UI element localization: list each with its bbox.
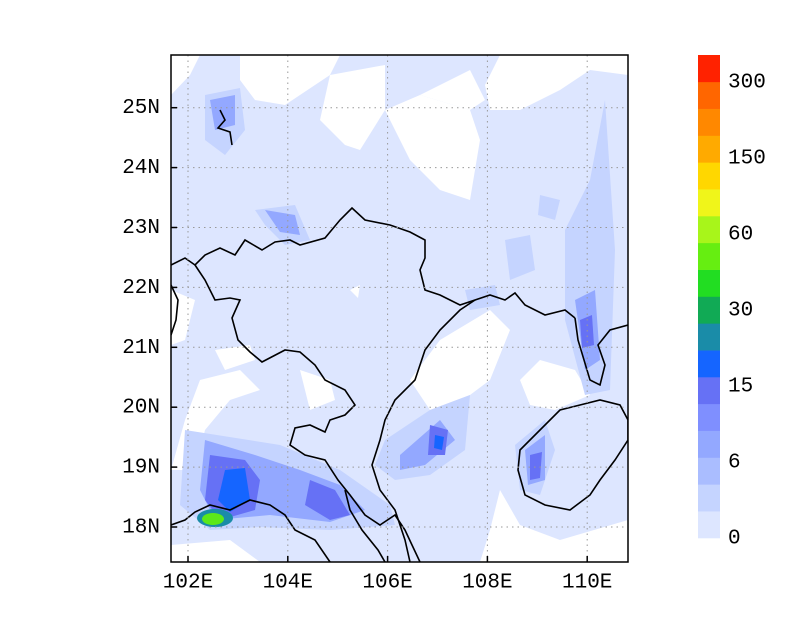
- colorbar-swatch: [698, 55, 720, 83]
- colorbar-label: 150: [728, 148, 766, 171]
- colorbar-swatch: [698, 377, 720, 405]
- y-tick-label: 18N: [122, 517, 160, 540]
- map-frame: [170, 54, 629, 563]
- colorbar-swatch: [698, 135, 720, 163]
- colorbar-label: 30: [728, 300, 753, 323]
- colorbar-swatch: [698, 511, 720, 539]
- x-tick-label: 108E: [462, 572, 512, 595]
- colorbar-swatch: [698, 269, 720, 297]
- colorbar-label: 15: [728, 376, 753, 399]
- colorbar-label: 6: [728, 452, 741, 475]
- x-tick-label: 110E: [562, 572, 612, 595]
- colorbar-swatch: [698, 189, 720, 217]
- colorbar-label: 300: [728, 72, 766, 95]
- y-tick-label: 25N: [122, 97, 160, 120]
- x-tick-label: 104E: [263, 572, 313, 595]
- y-tick-label: 21N: [122, 337, 160, 360]
- x-tick-label: 106E: [362, 572, 412, 595]
- colorbar-swatch: [698, 457, 720, 485]
- graticule: [171, 55, 628, 562]
- colorbar: 0 6 15 30 60 150 300: [698, 55, 766, 551]
- colorbar-swatch: [698, 484, 720, 512]
- colorbar-swatch: [698, 430, 720, 458]
- colorbar-swatch: [698, 242, 720, 270]
- colorbar-swatch: [698, 162, 720, 190]
- y-tick-label: 24N: [122, 157, 160, 180]
- y-tick-label: 23N: [122, 217, 160, 240]
- x-tick-label: 102E: [163, 572, 213, 595]
- y-tick-label: 22N: [122, 277, 160, 300]
- colorbar-swatch: [698, 350, 720, 378]
- colorbar-swatch: [698, 108, 720, 136]
- colorbar-label: 0: [728, 528, 741, 551]
- colorbar-swatch: [698, 403, 720, 431]
- colorbar-swatch: [698, 81, 720, 109]
- precip-field: [171, 55, 628, 562]
- colorbar-swatch: [698, 296, 720, 324]
- colorbar-label: 60: [728, 224, 753, 247]
- y-tick-label: 19N: [122, 457, 160, 480]
- y-tick-label: 20N: [122, 397, 160, 420]
- colorbar-swatch: [698, 216, 720, 244]
- colorbar-swatch: [698, 323, 720, 351]
